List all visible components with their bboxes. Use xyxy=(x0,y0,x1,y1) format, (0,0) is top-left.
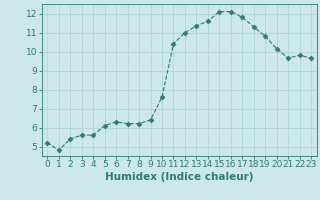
X-axis label: Humidex (Indice chaleur): Humidex (Indice chaleur) xyxy=(105,172,253,182)
